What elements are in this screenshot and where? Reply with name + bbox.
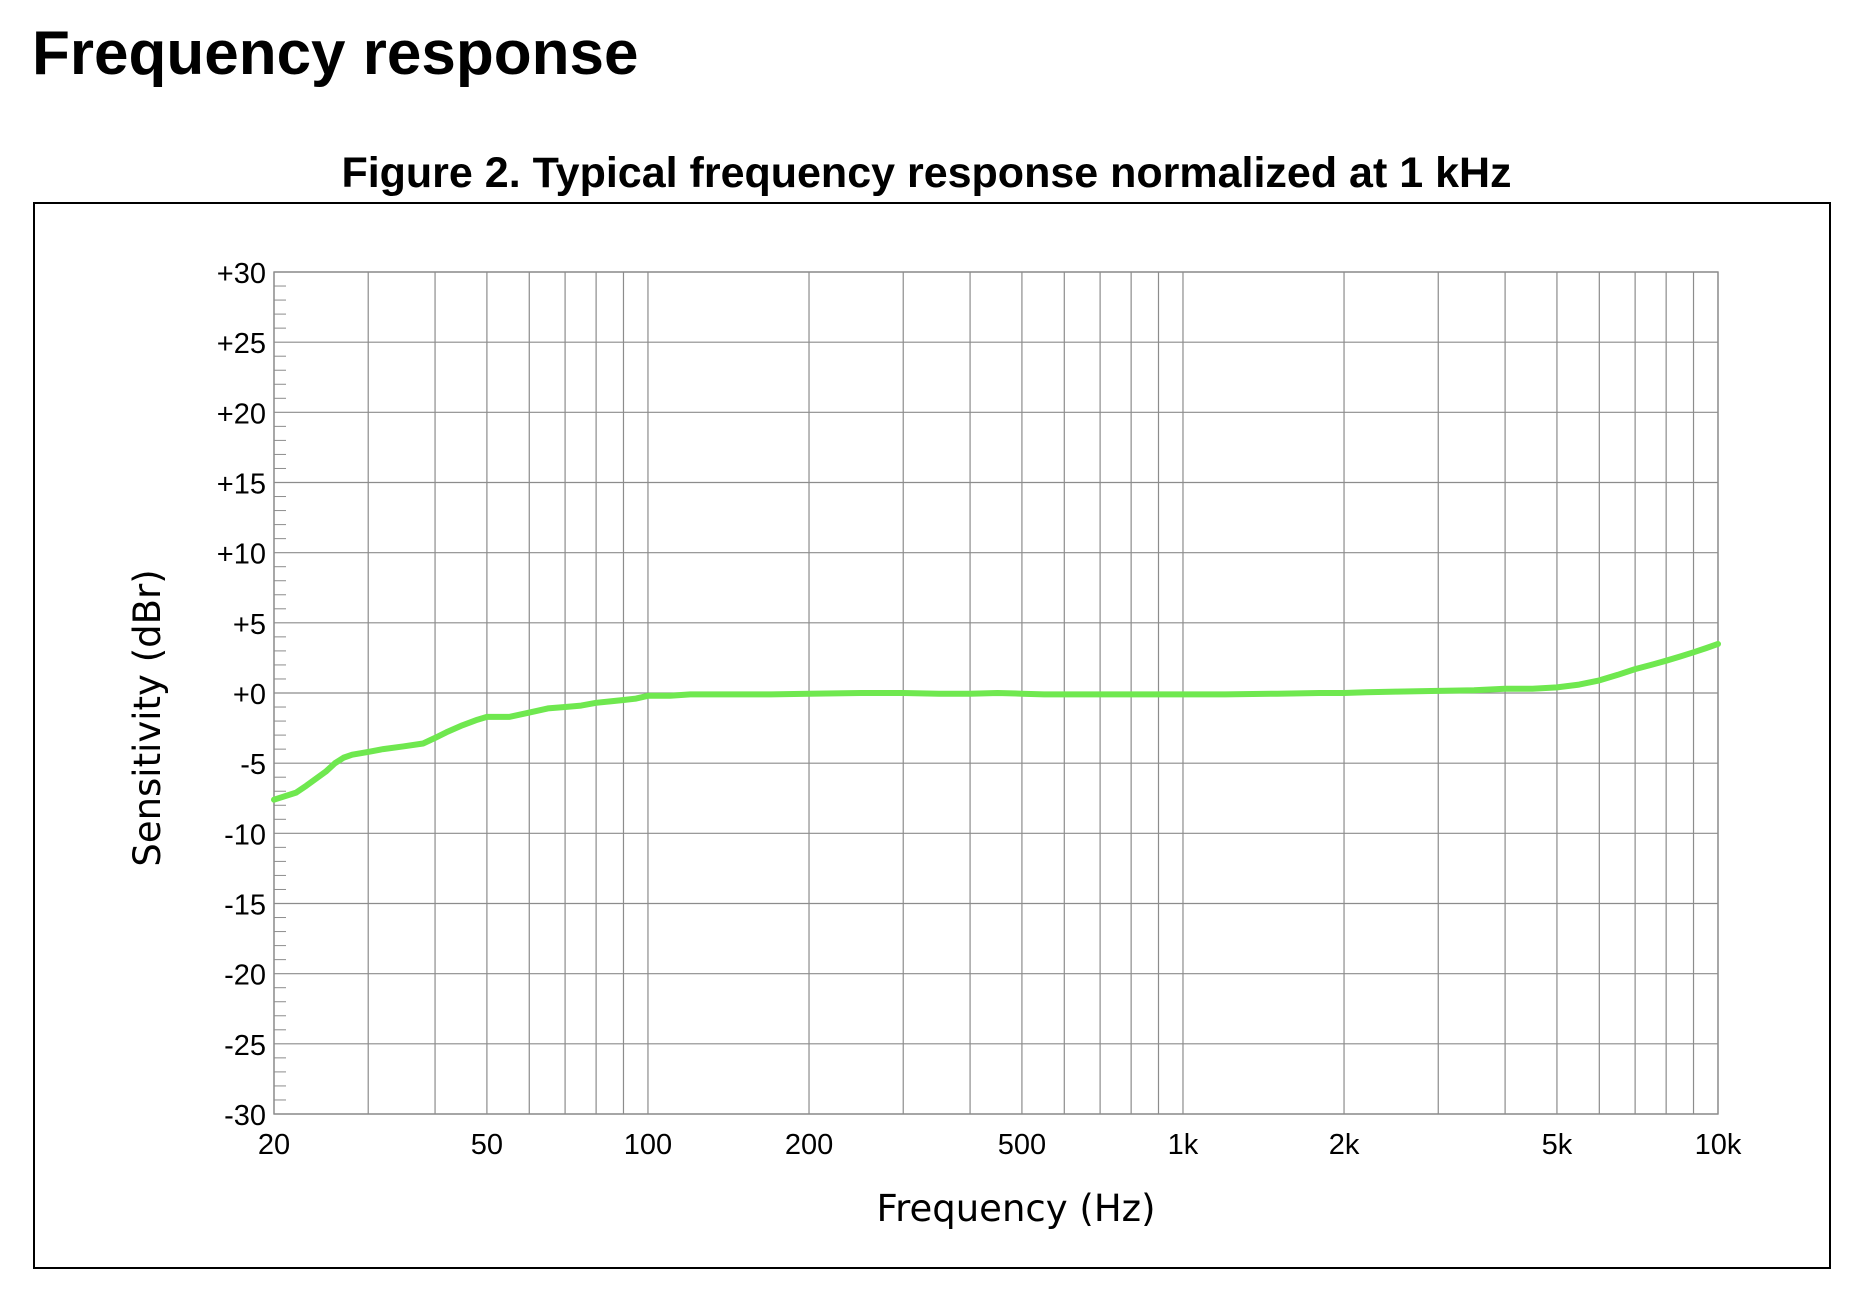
- y-tick-label: +30: [217, 258, 266, 290]
- x-tick-label: 5k: [1542, 1129, 1573, 1161]
- y-tick-label: -15: [224, 890, 266, 922]
- figure-caption: Figure 2. Typical frequency response nor…: [341, 149, 1512, 197]
- y-tick-label: +5: [233, 609, 266, 641]
- x-tick-label: 2k: [1329, 1129, 1360, 1161]
- section-heading: Frequency response: [32, 19, 639, 88]
- series-line: [271, 640, 1721, 803]
- y-tick-label: +10: [217, 539, 266, 571]
- x-tick-label: 1k: [1168, 1129, 1199, 1161]
- x-tick-label: 100: [624, 1129, 672, 1161]
- plot-area-border: [273, 271, 1719, 1115]
- series-group: [271, 640, 1721, 803]
- y-tick-label: +15: [217, 469, 266, 501]
- x-tick-label: 20: [258, 1129, 290, 1161]
- x-tick-label: 50: [471, 1129, 503, 1161]
- y-axis-title: Sensitivity (dBr): [126, 569, 169, 866]
- x-tick-label: 10k: [1695, 1129, 1742, 1161]
- y-tick-label: -25: [224, 1030, 266, 1062]
- x-axis-title: Frequency (Hz): [876, 1187, 1155, 1230]
- figure-frame: [33, 202, 1831, 1269]
- y-minor-ticks: [274, 285, 286, 1101]
- y-tick-label: -20: [224, 960, 266, 992]
- y-tick-label: +25: [217, 328, 266, 360]
- x-tick-label: 500: [998, 1129, 1046, 1161]
- y-tick-label: -10: [224, 819, 266, 851]
- axes: [273, 271, 1719, 1115]
- y-tick-label: +0: [233, 679, 266, 711]
- y-tick-label: -30: [224, 1100, 266, 1132]
- y-tick-label: +20: [217, 398, 266, 430]
- y-tick-label: -5: [240, 749, 266, 781]
- x-tick-label: 200: [785, 1129, 833, 1161]
